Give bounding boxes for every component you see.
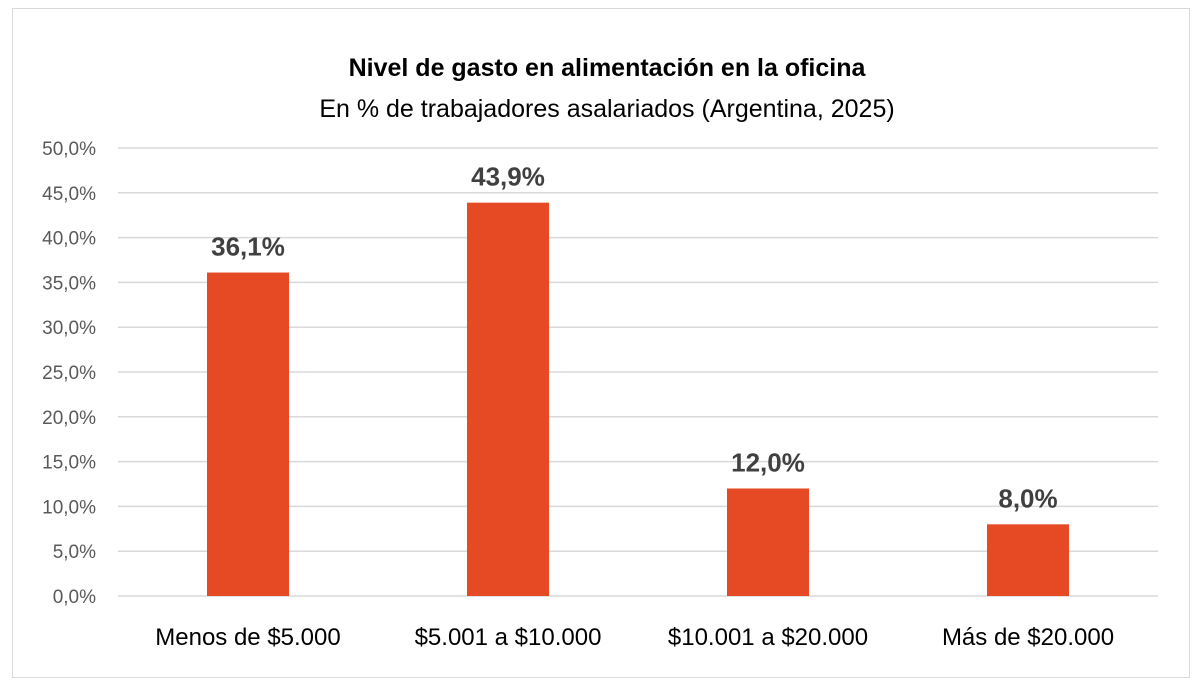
chart-title: Nivel de gasto en alimentación en la ofi… [349,54,867,82]
bar [987,524,1069,596]
chart-subtitle: En % de trabajadores asalariados (Argent… [319,95,894,123]
y-tick-label: 50,0% [42,139,96,160]
bar [727,488,809,596]
y-tick-label: 10,0% [42,497,96,518]
y-tick-label: 20,0% [42,408,96,429]
data-label: 43,9% [471,162,545,192]
x-category-label: Más de $20.000 [942,624,1114,651]
y-tick-label: 35,0% [42,273,96,294]
y-tick-label: 25,0% [42,363,96,384]
bar [207,272,289,596]
y-tick-label: 30,0% [42,318,96,339]
data-label: 12,0% [731,447,805,477]
data-label: 36,1% [211,232,285,262]
x-category-label: $10.001 a $20.000 [668,624,868,651]
y-tick-label: 0,0% [53,587,96,608]
x-category-label: Menos de $5.000 [155,624,340,651]
y-tick-label: 5,0% [53,542,96,563]
x-category-label: $5.001 a $10.000 [415,624,602,651]
y-tick-label: 40,0% [42,229,96,250]
bar [467,202,549,596]
y-tick-label: 15,0% [42,453,96,474]
y-tick-label: 45,0% [42,184,96,205]
data-label: 8,0% [998,483,1057,513]
